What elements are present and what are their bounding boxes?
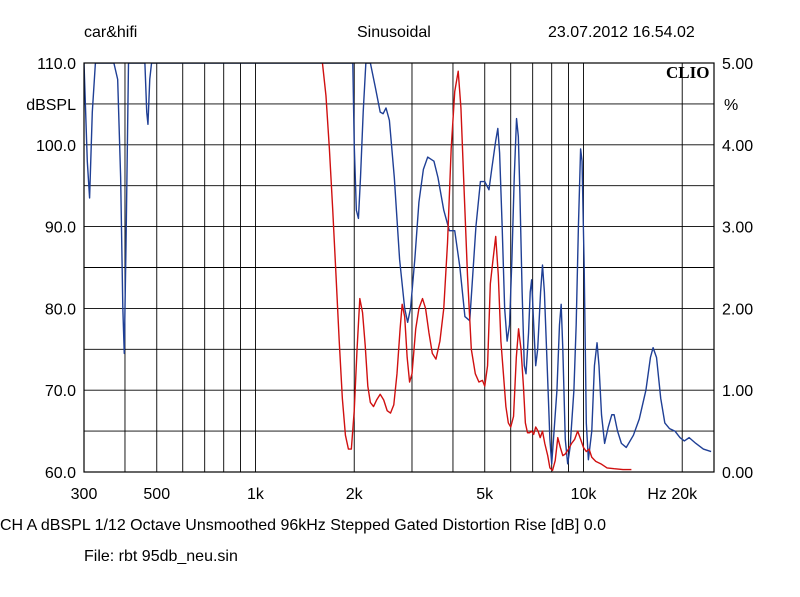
grid-layer [83,62,714,473]
series-layer [84,63,712,472]
x-tick-label: 1k [247,486,265,503]
y-tick-label-right: 5.00 [722,56,753,73]
y-tick-label-right: 2.00 [722,301,753,318]
distortion-series-line [321,63,632,472]
y-tick-label-left: 100.0 [36,138,76,155]
plot-frame [83,62,715,473]
x-tick-label: 500 [143,486,170,503]
mode-label: Sinusoidal [357,24,431,41]
y-tick-label-right: 4.00 [722,138,753,155]
y-tick-label-left: 60.0 [45,465,76,482]
file-label: File: rbt 95db_neu.sin [84,548,238,565]
y-tick-label-right: 0.00 [722,465,753,482]
y-axis-label-right: % [724,97,738,114]
y-axis-label-left: dBSPL [26,97,76,114]
y-tick-label-left: 80.0 [45,301,76,318]
x-tick-label: 10k [571,486,598,503]
y-tick-label-left: 70.0 [45,383,76,400]
y-tick-label-right: 1.00 [722,383,753,400]
datetime-label: 23.07.2012 16.54.02 [548,24,695,41]
y-tick-label-left: 90.0 [45,220,76,237]
y-tick-label-right: 3.00 [722,220,753,237]
measurement-info: CH A dBSPL 1/12 Octave Unsmoothed 96kHz … [0,517,606,534]
label-layer: 300 500 1k 2k 5k 10k Hz 20k 110.0 100.0 90.0 80.0 7… [26,56,753,503]
x-tick-label: 5k [476,486,494,503]
y-tick-label-left: 110.0 [37,56,76,73]
x-tick-label: 300 [71,486,98,503]
x-tick-label: Hz 20k [647,486,698,503]
spl-series-line [84,63,712,465]
brand-label: car&hifi [84,24,138,41]
clio-logo: CLIO [666,63,709,82]
x-tick-label: 2k [346,486,364,503]
